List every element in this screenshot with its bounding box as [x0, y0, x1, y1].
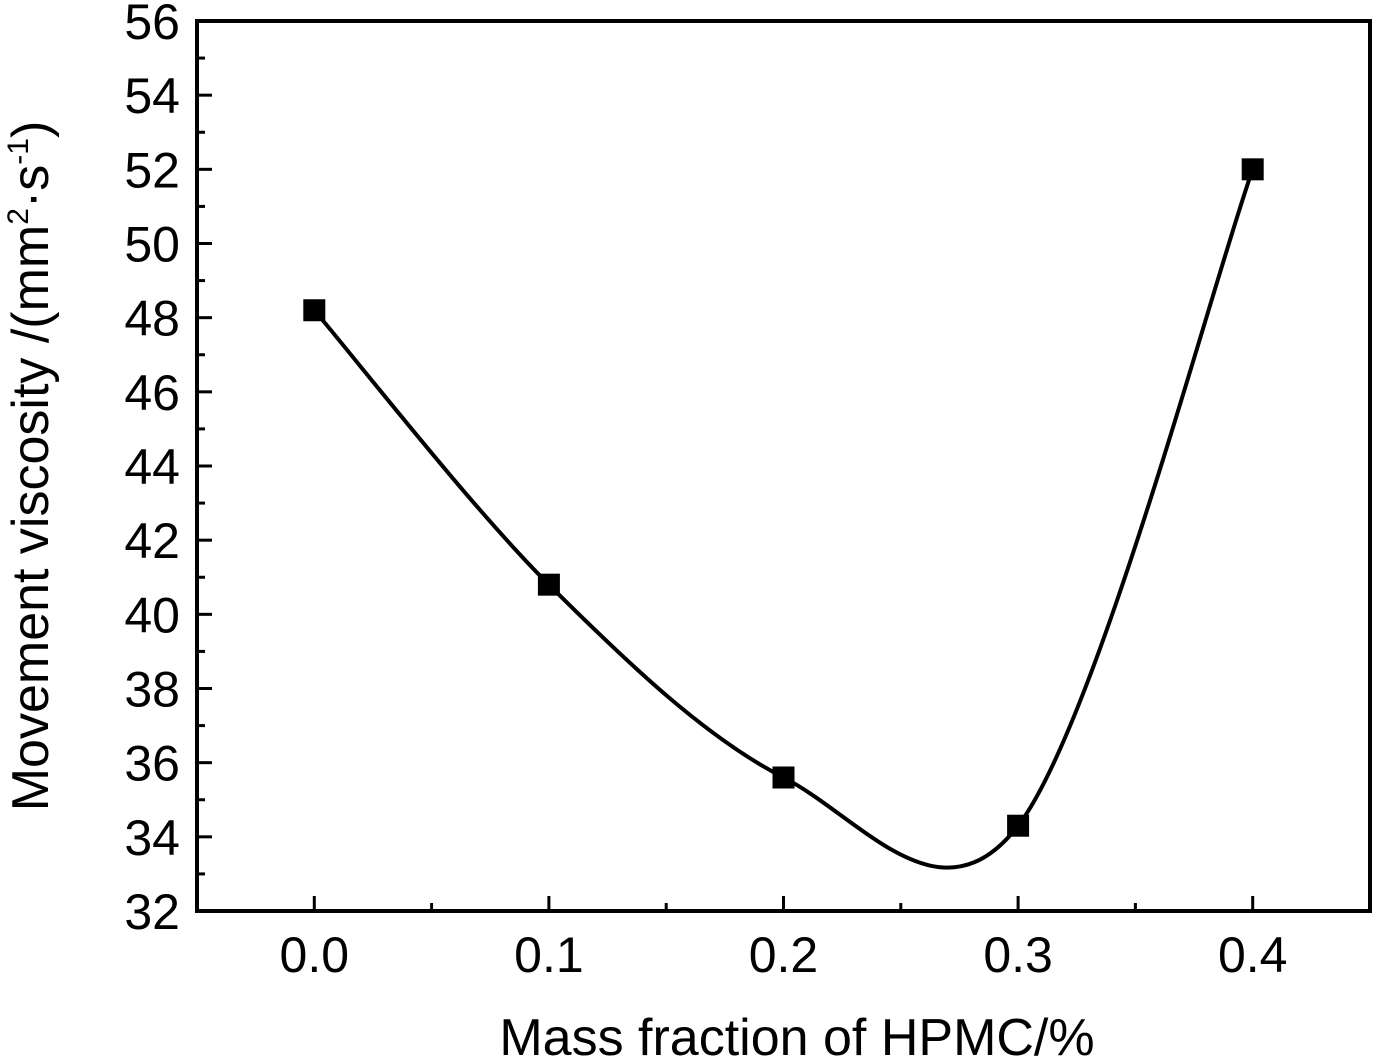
data-point-marker: [1007, 814, 1030, 837]
x-tick-label: 0.1: [514, 927, 584, 983]
y-tick-label: 44: [124, 439, 180, 495]
y-tick-label: 38: [124, 662, 180, 718]
data-markers: [303, 158, 1264, 837]
y-axis-title-sup-1: 2: [2, 208, 35, 225]
y-tick-label: 32: [124, 884, 180, 940]
data-point-marker: [303, 299, 326, 322]
x-tick-label: 0.3: [983, 927, 1053, 983]
y-axis-title-text-2: ·s: [2, 165, 60, 208]
y-tick-label: 56: [124, 0, 180, 50]
x-axis-title: Mass fraction of HPMC/%: [499, 1009, 1094, 1060]
y-axis-title-text-1: Movement viscosity /(mm: [2, 225, 60, 812]
y-tick-labels: 32 34 36 38 40 42 44 46 48 50 52 54 56: [124, 0, 180, 940]
y-tick-label: 48: [124, 291, 180, 347]
major-ticks: [197, 19, 1255, 913]
y-tick-label: 36: [124, 736, 180, 792]
x-tick-label: 0.4: [1218, 927, 1288, 983]
y-axis-title-sup-2: -1: [2, 138, 35, 165]
data-point-marker: [537, 573, 560, 596]
y-tick-label: 42: [124, 513, 180, 569]
x-tick-labels: 0.0 0.1 0.2 0.3 0.4: [280, 927, 1288, 983]
y-axis-title-text-3: ): [2, 121, 60, 138]
y-tick-label: 52: [124, 142, 180, 198]
x-tick-label: 0.0: [280, 927, 350, 983]
x-tick-label: 0.2: [749, 927, 819, 983]
y-tick-label: 54: [124, 68, 180, 124]
y-tick-label: 50: [124, 217, 180, 273]
series-curve: [312, 168, 1255, 870]
y-tick-label: 34: [124, 810, 180, 866]
data-point-marker: [1241, 158, 1264, 181]
y-axis-title: Movement viscosity /(mm2·s-1): [2, 121, 60, 812]
data-point-marker: [772, 766, 795, 789]
y-tick-label: 46: [124, 365, 180, 421]
minor-ticks: [197, 56, 1137, 911]
y-tick-label: 40: [124, 587, 180, 643]
